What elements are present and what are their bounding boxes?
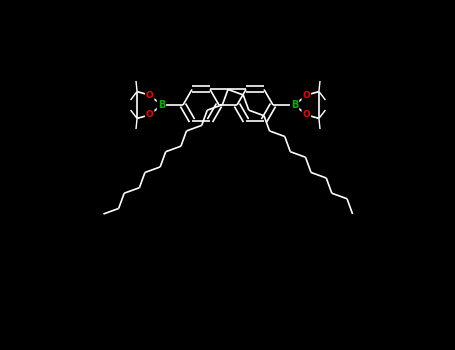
- Text: O: O: [303, 91, 310, 100]
- Text: O: O: [146, 110, 153, 119]
- Text: O: O: [303, 110, 310, 119]
- Text: B: B: [291, 100, 298, 110]
- Text: B: B: [158, 100, 165, 110]
- Text: O: O: [146, 91, 153, 100]
